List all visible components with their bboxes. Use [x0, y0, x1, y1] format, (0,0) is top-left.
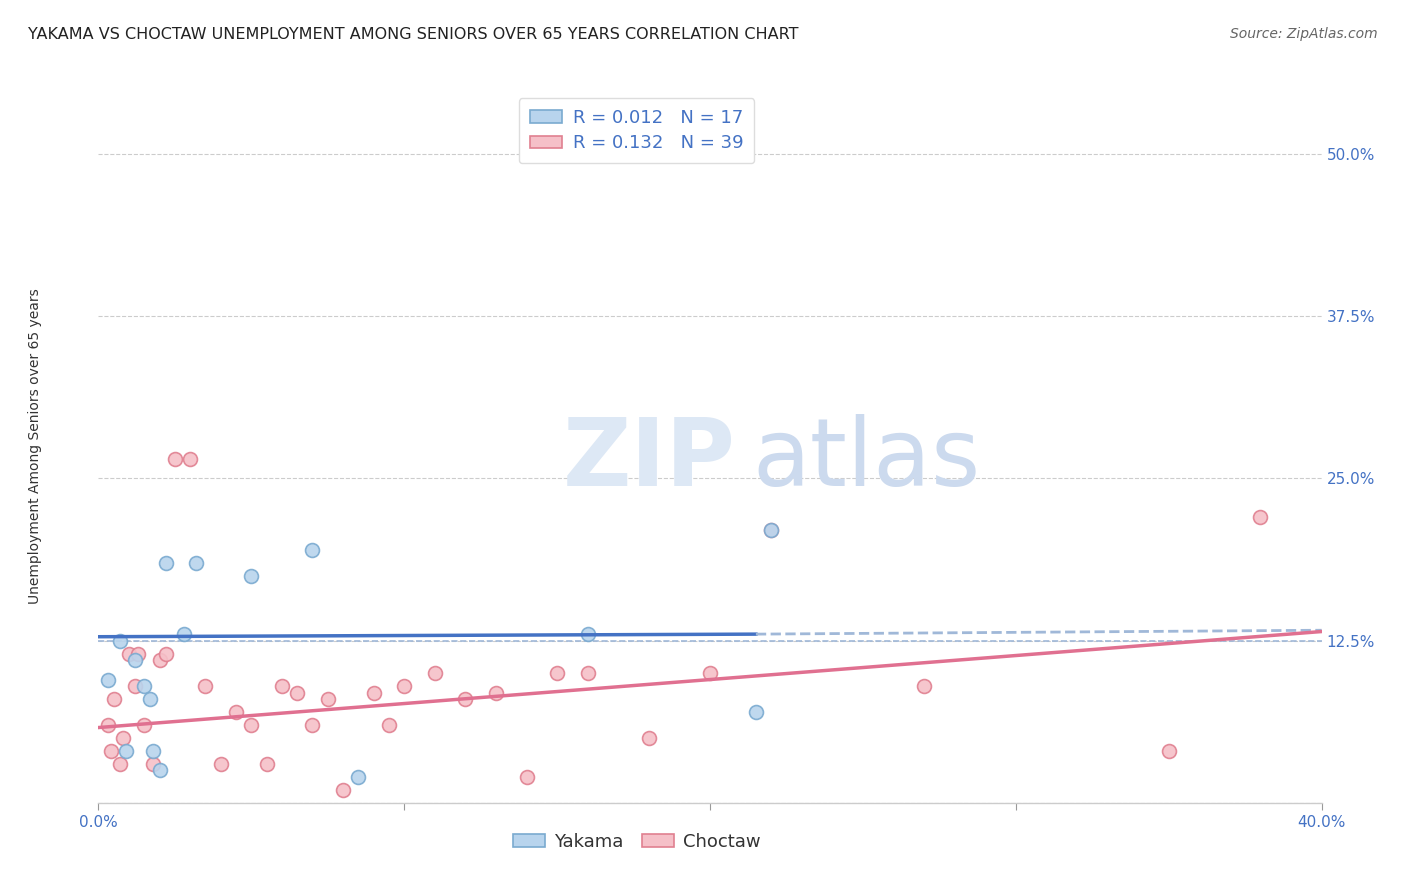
Point [759, 524, 782, 538]
Point [285, 685, 308, 699]
Point [363, 685, 385, 699]
Point [97, 673, 120, 687]
Point [142, 756, 165, 771]
Point [139, 692, 162, 706]
Point [745, 705, 768, 719]
Point [576, 666, 599, 681]
Point [699, 666, 721, 681]
Point [194, 679, 217, 693]
Point [124, 679, 146, 693]
Text: ZIP: ZIP [564, 414, 737, 507]
Point [134, 679, 156, 693]
Point [142, 744, 165, 758]
Legend: Yakama, Choctaw: Yakama, Choctaw [505, 826, 768, 858]
Point [240, 568, 263, 582]
Point [1157, 744, 1180, 758]
Point [134, 718, 156, 732]
Point [225, 705, 247, 719]
Point [149, 764, 172, 778]
Point [108, 756, 131, 771]
Point [97, 718, 120, 732]
Point [423, 666, 446, 681]
Point [546, 666, 568, 681]
Point [516, 770, 538, 784]
Point [347, 770, 370, 784]
Point [173, 627, 195, 641]
Point [155, 556, 177, 570]
Point [209, 756, 232, 771]
Point [155, 647, 177, 661]
Point [179, 452, 201, 467]
Point [103, 692, 125, 706]
Point [301, 542, 323, 557]
Point [912, 679, 935, 693]
Point [163, 452, 186, 467]
Point [576, 627, 599, 641]
Point [378, 718, 401, 732]
Point [256, 756, 278, 771]
Point [332, 782, 354, 797]
Text: atlas: atlas [752, 414, 981, 507]
Point [111, 731, 134, 745]
Text: YAKAMA VS CHOCTAW UNEMPLOYMENT AMONG SENIORS OVER 65 YEARS CORRELATION CHART: YAKAMA VS CHOCTAW UNEMPLOYMENT AMONG SEN… [28, 27, 799, 42]
Point [301, 718, 323, 732]
Point [115, 744, 138, 758]
Point [100, 744, 122, 758]
Point [124, 653, 146, 667]
Point [485, 685, 508, 699]
Point [270, 679, 292, 693]
Point [108, 633, 131, 648]
Point [149, 653, 172, 667]
Text: Unemployment Among Seniors over 65 years: Unemployment Among Seniors over 65 years [28, 288, 42, 604]
Point [127, 647, 149, 661]
Point [454, 692, 477, 706]
Point [118, 647, 141, 661]
Point [759, 524, 782, 538]
Text: Source: ZipAtlas.com: Source: ZipAtlas.com [1230, 27, 1378, 41]
Point [316, 692, 339, 706]
Point [392, 679, 416, 693]
Point [240, 718, 263, 732]
Point [637, 731, 661, 745]
Point [1249, 510, 1271, 524]
Point [186, 556, 208, 570]
